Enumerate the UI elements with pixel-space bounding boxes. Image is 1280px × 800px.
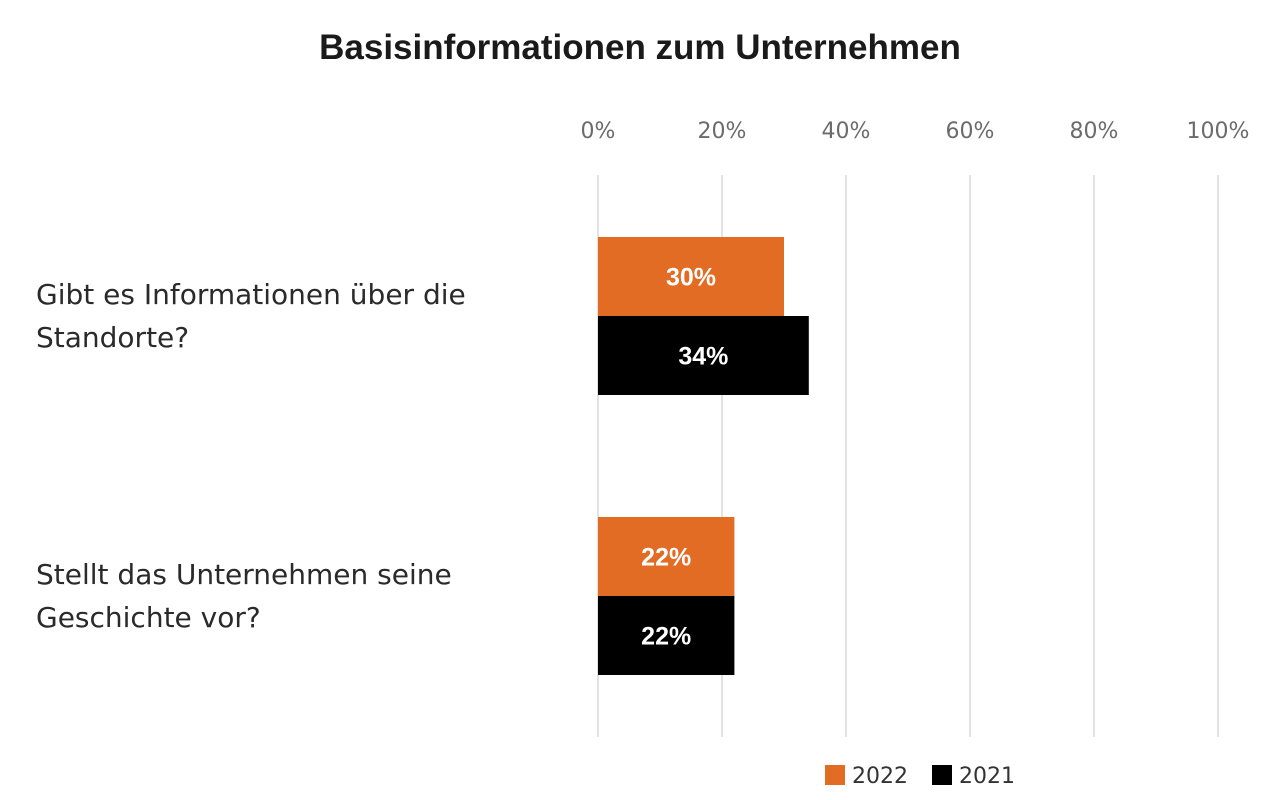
bar-2022 [598,517,735,596]
x-tick-label: 100% [1187,119,1250,144]
bar-2022 [598,237,784,316]
x-tick-label: 40% [822,119,871,144]
legend-label: 2022 [852,764,908,789]
data-label: 30% [666,264,716,292]
data-label: 34% [678,343,728,371]
x-tick-label: 60% [946,119,995,144]
category-label: Stellt das Unternehmen seine [36,558,452,591]
data-label: 22% [641,623,691,651]
legend-swatch-2022 [825,765,845,785]
category-label: Standorte? [36,321,189,354]
x-tick-label: 80% [1070,119,1119,144]
legend-label: 2021 [959,764,1015,789]
bar-2021 [598,316,809,395]
data-label: 22% [641,544,691,572]
bar-2021 [598,596,735,675]
category-label: Gibt es Informationen über die [36,278,466,311]
chart-title: Basisinformationen zum Unternehmen [319,28,961,67]
category-label: Geschichte vor? [36,601,261,634]
x-tick-label: 0% [581,119,616,144]
legend-swatch-2021 [932,765,952,785]
x-tick-label: 20% [698,119,747,144]
